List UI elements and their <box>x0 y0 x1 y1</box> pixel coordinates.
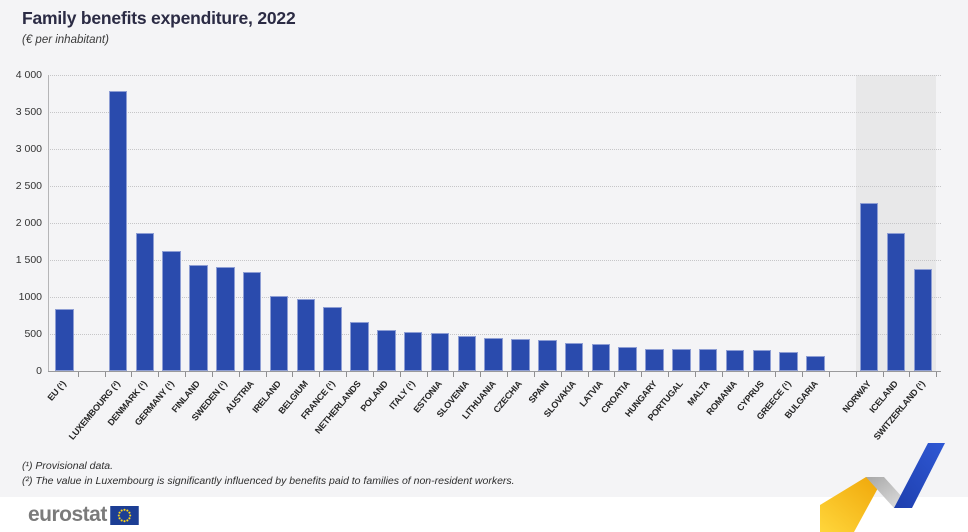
x-axis-tick <box>587 372 589 377</box>
bar <box>886 232 906 371</box>
x-axis-tick <box>802 372 804 377</box>
bar <box>135 232 155 371</box>
bar <box>269 295 289 371</box>
bar <box>162 251 181 371</box>
eurostat-logo: eurostat <box>28 502 139 528</box>
y-axis-tick-label: 500 <box>24 328 42 340</box>
gridline <box>48 223 941 224</box>
bar <box>725 349 745 371</box>
x-axis-tick <box>104 372 106 377</box>
x-axis-tick <box>748 372 750 377</box>
x-axis-tick <box>346 372 348 377</box>
y-axis-tick-label: 2 000 <box>15 217 42 229</box>
gridline <box>48 260 941 261</box>
x-axis-tick <box>828 372 830 377</box>
bar <box>323 306 342 371</box>
x-axis-tick <box>399 372 401 377</box>
x-axis-tick <box>185 372 187 377</box>
x-axis-tick <box>614 372 616 377</box>
x-axis-tick <box>533 372 535 377</box>
eurostat-logo-text: eurostat <box>28 503 107 526</box>
bar <box>591 343 611 371</box>
bar <box>55 308 74 371</box>
x-axis-tick <box>292 372 294 377</box>
x-axis-tick <box>131 372 133 377</box>
bar <box>189 265 208 371</box>
eu-flag-icon <box>110 505 139 525</box>
gridline <box>48 75 941 76</box>
bar <box>403 332 423 371</box>
x-axis <box>48 371 941 372</box>
bar <box>430 333 450 371</box>
gridline <box>48 334 941 335</box>
x-axis-tick <box>667 372 669 377</box>
x-axis-tick <box>77 372 79 377</box>
x-axis-tick <box>426 372 428 377</box>
bar <box>913 269 933 371</box>
y-axis-tick-label: 4 000 <box>15 69 42 81</box>
gridline <box>48 112 941 113</box>
bar <box>216 267 235 371</box>
bar <box>538 340 557 371</box>
bar <box>564 342 584 371</box>
bar <box>618 347 637 371</box>
x-axis-tick <box>775 372 777 377</box>
bar <box>377 329 396 371</box>
bar <box>296 299 316 371</box>
y-axis-tick-label: 3 500 <box>15 106 42 118</box>
bottom-strip <box>0 497 968 532</box>
footnote-1: (¹) Provisional data. <box>22 460 114 472</box>
bar <box>645 348 664 371</box>
y-axis <box>48 75 49 371</box>
x-axis-tick <box>909 372 911 377</box>
y-axis-tick-label: 1 500 <box>15 254 42 266</box>
x-axis-tick <box>507 372 508 377</box>
x-axis-tick <box>453 372 455 377</box>
bar <box>484 337 503 371</box>
gridline <box>48 149 941 150</box>
bar <box>779 351 798 371</box>
y-axis-tick-label: 2 500 <box>15 180 42 192</box>
gridline <box>48 186 941 187</box>
bar <box>859 203 879 371</box>
x-axis-tick <box>936 372 938 377</box>
x-axis-tick <box>855 372 857 377</box>
bar <box>457 335 476 371</box>
page-title: Family benefits expenditure, 2022 <box>22 8 296 28</box>
x-axis-tick <box>882 372 884 377</box>
x-axis-tick <box>721 372 723 377</box>
x-axis-tick <box>319 372 321 377</box>
bar <box>242 271 262 371</box>
bar <box>698 349 718 371</box>
footnotes: (¹) Provisional data. (²) The value in L… <box>22 459 515 488</box>
x-axis-tick <box>641 372 643 377</box>
chart-unit-subtitle: (€ per inhabitant) <box>22 34 109 46</box>
bar <box>350 321 369 371</box>
x-axis-tick <box>158 372 160 377</box>
bar <box>511 338 530 371</box>
x-axis-tick <box>211 372 213 377</box>
bar <box>672 349 691 371</box>
x-axis-tick <box>265 372 267 377</box>
x-axis-tick <box>372 372 374 377</box>
gridline <box>48 297 941 298</box>
bar <box>806 355 825 371</box>
x-axis-tick <box>560 372 562 377</box>
footnote-2: (²) The value in Luxembourg is significa… <box>22 474 515 487</box>
y-axis-tick-label: 0 <box>36 365 42 377</box>
bar <box>108 91 128 371</box>
x-axis-tick <box>694 372 696 377</box>
y-axis-tick-label: 3 000 <box>15 143 42 155</box>
x-axis-tick <box>480 372 482 377</box>
eurostat-zigzag-decoration-icon <box>820 443 945 532</box>
bar <box>752 350 772 371</box>
y-axis-tick-label: 1000 <box>18 291 42 303</box>
x-axis-tick <box>238 372 240 377</box>
